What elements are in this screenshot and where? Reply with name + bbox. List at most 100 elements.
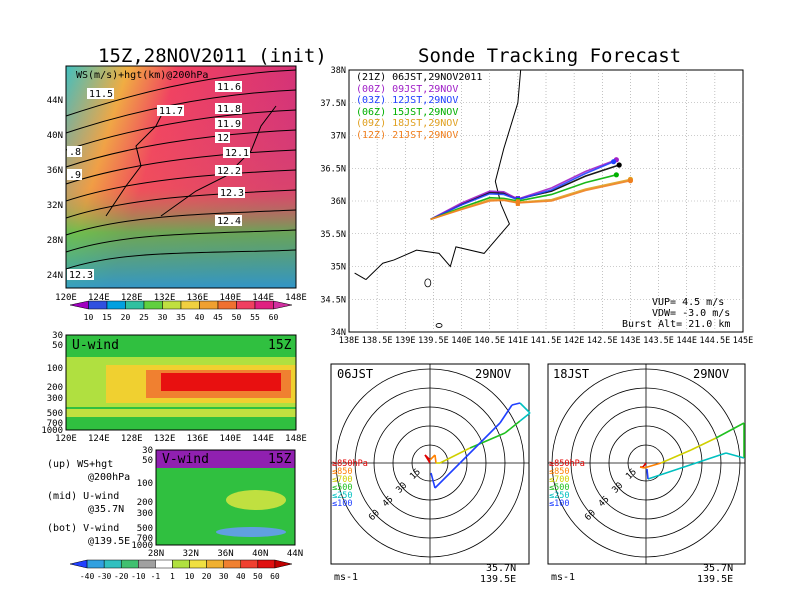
hodo-trace bbox=[643, 462, 662, 469]
wind-colorbar-cell bbox=[86, 559, 105, 569]
hodo1-unit: ms-1 bbox=[334, 572, 359, 583]
colorbar-cell bbox=[217, 300, 237, 310]
hodo-trace bbox=[725, 452, 745, 459]
hodo-legend-entry: ≤100 bbox=[549, 499, 570, 509]
vwind-level: 300 bbox=[137, 509, 153, 519]
tracking-title: Sonde Tracking Forecast bbox=[418, 45, 682, 67]
track-end-point bbox=[627, 178, 634, 184]
contour-label-bg bbox=[215, 103, 242, 114]
hodo1-time: 06JST bbox=[337, 367, 374, 381]
hodo-trace bbox=[715, 422, 745, 439]
colorbar-label: 55 bbox=[250, 313, 260, 322]
island bbox=[435, 323, 443, 328]
legend-line-5: (bot) V-wind bbox=[47, 523, 120, 534]
lat-tick: 32N bbox=[47, 201, 63, 211]
height-contour bbox=[65, 69, 297, 117]
hodo-legend-entry: ≤850 bbox=[549, 467, 570, 477]
lat-tick: 37N bbox=[331, 132, 346, 142]
lat-tick: 36N bbox=[331, 197, 346, 207]
vwind-blob bbox=[226, 490, 286, 510]
wind-colorbar-label: 50 bbox=[253, 572, 263, 581]
colorbar-label: 10 bbox=[84, 313, 94, 322]
hodo2-time: 18JST bbox=[553, 367, 590, 381]
contour-label: 11.9 bbox=[217, 119, 241, 130]
hodo-trace bbox=[690, 437, 717, 451]
uwind-lon: 124E bbox=[88, 434, 110, 444]
uwind-frame bbox=[65, 334, 297, 431]
hodo2-date: 29NOV bbox=[693, 367, 730, 381]
hodo-trace bbox=[430, 472, 436, 489]
colorbar-label: 35 bbox=[176, 313, 186, 322]
hodo2-lon: 139.5E bbox=[697, 574, 734, 585]
hodo1-date: 29NOV bbox=[475, 367, 512, 381]
lon-tick: 148E bbox=[285, 293, 307, 303]
contour-label-bg bbox=[67, 146, 82, 157]
vwind-lat: 40N bbox=[252, 549, 268, 559]
vwind-low bbox=[216, 527, 286, 537]
uwind-lon: 140E bbox=[219, 434, 241, 444]
lat-tick: 34N bbox=[331, 328, 346, 338]
hodo-trace bbox=[646, 468, 649, 480]
colorbar-label: 25 bbox=[139, 313, 149, 322]
contour-label: 12.1 bbox=[225, 148, 249, 159]
contour-label: 11.8 bbox=[217, 104, 241, 115]
colorbar-cell bbox=[180, 300, 200, 310]
contour-label: .8 bbox=[69, 147, 81, 158]
height-contour bbox=[65, 109, 297, 151]
contour-label: 12.2 bbox=[217, 166, 241, 177]
colorbar-cell bbox=[88, 300, 108, 310]
colorbar-label: 20 bbox=[121, 313, 131, 322]
hodo-trace bbox=[642, 462, 647, 468]
island bbox=[424, 278, 432, 288]
lon-tick: 138.5E bbox=[362, 336, 393, 346]
vwind-lat: 28N bbox=[148, 549, 164, 559]
colorbar-label: 60 bbox=[269, 313, 279, 322]
hodo1-lon: 139.5E bbox=[480, 574, 517, 585]
lon-tick: 141E bbox=[508, 336, 528, 346]
hodo-legend-entry: ≤850 bbox=[332, 467, 353, 477]
hodo-trace bbox=[504, 420, 521, 434]
wind-colorbar-cell bbox=[103, 559, 122, 569]
uwind-level: 50 bbox=[52, 341, 63, 351]
tracking-legend-entry: (00Z) 09JST,29NOV bbox=[356, 83, 459, 95]
colorbar-label: 40 bbox=[195, 313, 205, 322]
hodo-legend-entry: ≤500 bbox=[549, 483, 570, 493]
lat-tick: 35N bbox=[331, 263, 346, 273]
hodo-legend-entry: ≤100 bbox=[332, 499, 353, 509]
tracking-legend-entry: (03Z) 12JST,29NOV bbox=[356, 95, 459, 106]
contour-label: 12.3 bbox=[220, 188, 244, 199]
uwind-level: 500 bbox=[47, 409, 63, 419]
coastline bbox=[365, 69, 522, 280]
lat-tick: 36.5N bbox=[320, 164, 346, 174]
colorbar-cell bbox=[199, 300, 219, 310]
colorbar-label: 15 bbox=[102, 313, 112, 322]
wind-colorbar-cell bbox=[155, 559, 173, 569]
wind-colorbar-label: -20 bbox=[114, 572, 129, 581]
track-end-point bbox=[613, 172, 619, 178]
colorbar-label: 30 bbox=[158, 313, 168, 322]
lat-tick: 40N bbox=[47, 131, 63, 141]
tracking-legend-entry: (21Z) 06JST,29NOV2011 bbox=[356, 72, 483, 83]
vwind-time: 15Z bbox=[268, 452, 292, 467]
hodo-trace bbox=[429, 454, 436, 461]
contour-label-bg bbox=[215, 81, 242, 92]
hodo2-unit: ms-1 bbox=[551, 572, 576, 583]
vwind-level: 500 bbox=[137, 524, 153, 534]
height-contour bbox=[65, 189, 297, 219]
colorbar-cell bbox=[106, 300, 126, 310]
lon-tick: 136E bbox=[187, 293, 209, 303]
contour-label-bg bbox=[223, 147, 250, 158]
lon-tick: 139E bbox=[395, 336, 415, 346]
height-contour bbox=[65, 209, 297, 236]
uwind-core bbox=[161, 373, 281, 391]
vwind-level: 200 bbox=[137, 498, 153, 508]
wind-colorbar-cell bbox=[223, 559, 242, 569]
hodo-trace bbox=[660, 449, 692, 464]
vwind-level: 1000 bbox=[131, 541, 153, 551]
param-burst: Burst Alt= 21.0 km bbox=[622, 319, 731, 330]
legend-line-3: (mid) U-wind bbox=[47, 491, 120, 502]
lon-tick: 139.5E bbox=[418, 336, 449, 346]
tracking-legend-entry: (09Z) 18JST,29NOV bbox=[356, 118, 459, 129]
hodo-trace bbox=[511, 402, 521, 406]
